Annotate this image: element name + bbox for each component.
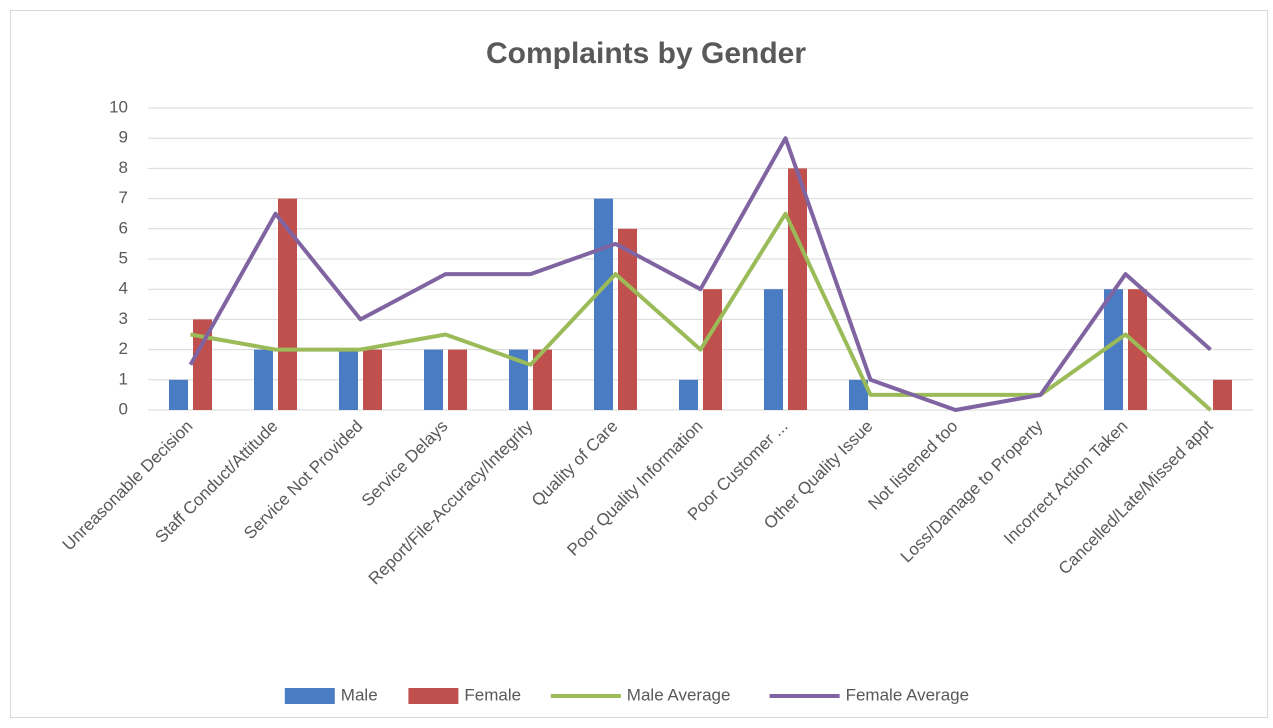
bar <box>533 349 552 410</box>
bar <box>1213 379 1232 410</box>
bar <box>424 349 443 410</box>
bar <box>594 198 613 410</box>
y-tick-label: 6 <box>119 218 128 237</box>
bar <box>618 228 637 410</box>
bar <box>278 198 297 410</box>
legend-swatch <box>408 688 459 704</box>
bar <box>703 289 722 410</box>
legend-label: Male <box>341 685 378 704</box>
y-tick-label: 9 <box>119 128 128 147</box>
line-series <box>188 136 1212 412</box>
bar <box>254 349 273 410</box>
bar <box>1128 289 1147 410</box>
bar <box>764 289 783 410</box>
legend-label: Male Average <box>627 685 731 704</box>
legend-swatch <box>284 688 335 704</box>
y-tick-label: 3 <box>119 309 128 328</box>
bar <box>363 349 382 410</box>
bar <box>193 319 212 410</box>
y-tick-label: 5 <box>119 248 128 267</box>
bar <box>448 349 467 410</box>
y-tick-label: 8 <box>119 158 128 177</box>
legend-label: Female <box>464 685 521 704</box>
bar <box>679 379 698 410</box>
y-tick-label: 0 <box>119 399 128 418</box>
bar <box>169 379 188 410</box>
y-tick-label: 1 <box>119 369 128 388</box>
bar <box>849 379 868 410</box>
chart-border <box>10 10 1268 718</box>
bar <box>1104 289 1123 410</box>
bar <box>788 168 807 410</box>
bar <box>509 349 528 410</box>
y-tick-label: 10 <box>109 97 128 116</box>
legend-label: Female Average <box>846 685 969 704</box>
y-tick-label: 4 <box>119 279 128 298</box>
y-tick-label: 7 <box>119 188 128 207</box>
y-tick-label: 2 <box>119 339 128 358</box>
chart-title: Complaints by Gender <box>486 37 806 70</box>
bar <box>339 349 358 410</box>
